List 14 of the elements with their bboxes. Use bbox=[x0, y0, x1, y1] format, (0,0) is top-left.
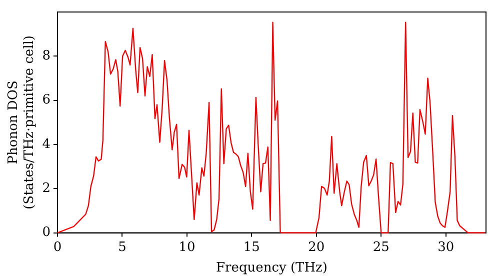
y-tick-label: 8 bbox=[42, 48, 50, 64]
x-tick-label: 25 bbox=[372, 240, 390, 255]
x-tick-label: 15 bbox=[243, 240, 260, 255]
y-tick-label: 6 bbox=[42, 92, 50, 108]
x-tick-label: 10 bbox=[178, 240, 196, 255]
x-tick-label: 20 bbox=[308, 240, 325, 255]
y-tick-label: 2 bbox=[42, 181, 50, 196]
x-axis-title: Frequency (THz) bbox=[216, 260, 328, 276]
x-tick-label: 5 bbox=[118, 240, 126, 255]
y-tick-label: 4 bbox=[42, 136, 50, 152]
x-tick-label: 0 bbox=[53, 240, 62, 255]
x-tick-label: 30 bbox=[438, 240, 454, 255]
y-axis-title: Phonon DOS (States/THz·primitive cell) bbox=[6, 35, 37, 210]
y-tick-label: 0 bbox=[42, 225, 50, 240]
